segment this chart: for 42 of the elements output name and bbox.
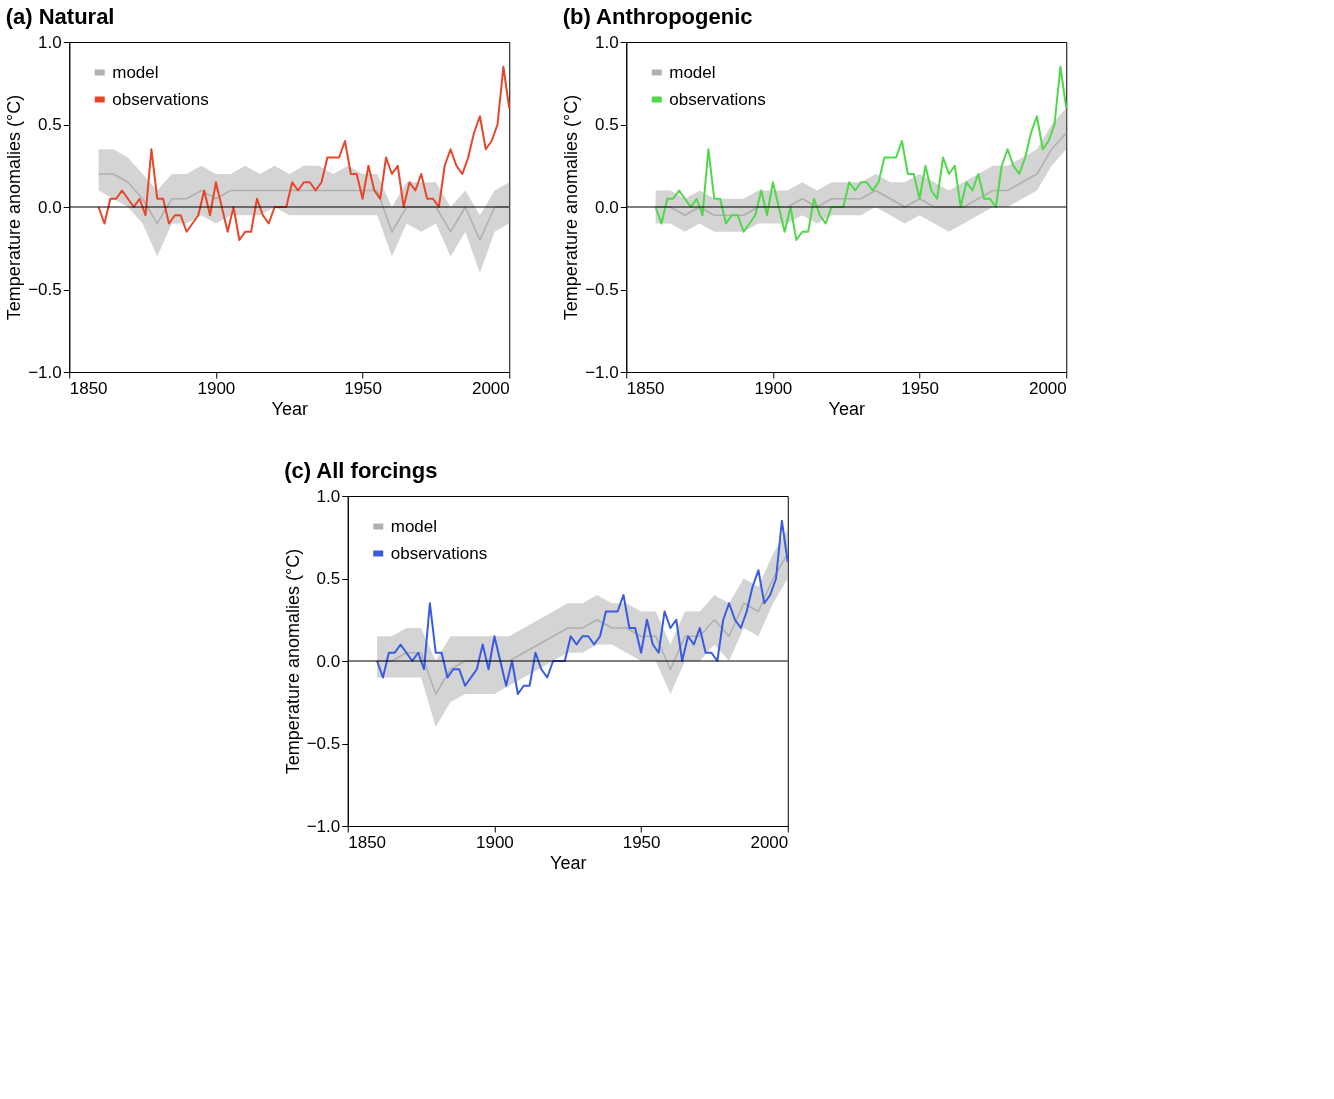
x-axis-title: Year xyxy=(828,398,865,419)
y-tick-label: 1.0 xyxy=(595,32,619,52)
y-axis-title: Temperature anomalies (°C) xyxy=(561,94,582,321)
x-tick-label: 1950 xyxy=(622,832,661,852)
x-tick-label: 1950 xyxy=(344,378,382,398)
y-tick-label: −1.0 xyxy=(28,362,62,382)
y-tick-label: 0.5 xyxy=(595,115,619,134)
y-tick-label: 0.5 xyxy=(38,115,62,134)
chart-title: (c) All forcings xyxy=(284,458,438,483)
legend-label: observations xyxy=(669,89,766,109)
x-tick-label: 1900 xyxy=(476,832,514,852)
x-axis-title: Year xyxy=(550,852,587,873)
y-tick-label: −1.0 xyxy=(585,362,619,382)
y-tick-label: 1.0 xyxy=(316,486,341,506)
y-tick-label: −0.5 xyxy=(585,280,619,299)
x-tick-label: 1850 xyxy=(69,378,108,398)
y-tick-label: 1.0 xyxy=(38,32,62,52)
legend-label: model xyxy=(669,62,716,82)
x-tick-label: 1950 xyxy=(901,378,939,398)
y-axis-title: Temperature anomalies (°C) xyxy=(4,94,25,321)
legend-label: model xyxy=(112,62,159,82)
chart-title: (a) Natural xyxy=(5,4,115,29)
y-tick-label: −0.5 xyxy=(306,734,341,753)
x-axis-title: Year xyxy=(271,398,308,419)
x-tick-label: 1850 xyxy=(348,832,387,852)
y-axis-title: Temperature anomalies (°C) xyxy=(282,548,303,775)
x-tick-label: 2000 xyxy=(1028,378,1067,398)
x-tick-label: 1900 xyxy=(754,378,793,398)
x-tick-label: 2000 xyxy=(750,832,789,852)
y-tick-label: 0.0 xyxy=(38,197,62,217)
y-tick-label: −1.0 xyxy=(306,816,341,836)
legend-label: model xyxy=(390,516,438,536)
x-tick-label: 1900 xyxy=(197,378,236,398)
x-tick-label: 1850 xyxy=(626,378,665,398)
x-tick-label: 2000 xyxy=(471,378,510,398)
y-tick-label: 0.0 xyxy=(595,197,619,217)
legend-label: observations xyxy=(112,89,209,109)
legend-label: observations xyxy=(390,543,488,563)
y-tick-label: −0.5 xyxy=(28,280,62,299)
chart-title: (b) Anthropogenic xyxy=(562,4,753,29)
y-tick-label: 0.5 xyxy=(316,569,341,588)
y-tick-label: 0.0 xyxy=(316,651,341,671)
